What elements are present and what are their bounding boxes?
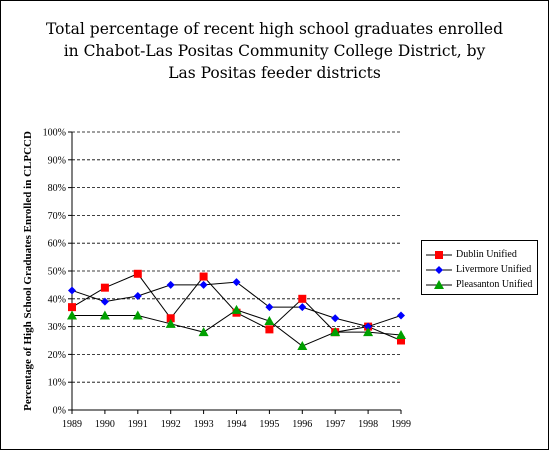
data-point-livermore-unified: [166, 280, 175, 289]
y-axis-label: Percentage of High School Graduates Enro…: [22, 131, 34, 411]
y-tick-label: 70%: [48, 211, 66, 222]
legend-swatch: [426, 250, 452, 259]
data-point-dublin-unified: [133, 269, 142, 278]
x-tick-label: 1998: [358, 419, 378, 430]
x-tick-label: 1992: [161, 419, 181, 430]
legend-marker: [434, 279, 444, 289]
y-tick-label: 50%: [48, 267, 66, 278]
data-point-livermore-unified: [232, 278, 241, 287]
data-point-pleasanton-unified: [264, 316, 275, 326]
series-pleasanton-unified: [67, 304, 406, 351]
series-group: [67, 269, 406, 351]
data-point-pleasanton-unified: [363, 327, 374, 337]
legend-item-pleasanton-unified: Pleasanton Unified: [426, 277, 537, 292]
legend-key-livermore-unified: [426, 265, 452, 275]
data-point-dublin-unified: [199, 272, 208, 281]
data-point-pleasanton-unified: [132, 310, 143, 320]
chart-title-line-1: Total percentage of recent high school g…: [45, 20, 504, 38]
y-tick-label: 10%: [48, 378, 66, 389]
data-point-livermore-unified: [364, 322, 373, 331]
y-tick-label: 80%: [48, 183, 66, 194]
data-point-dublin-unified: [68, 303, 76, 312]
data-point-livermore-unified: [68, 286, 76, 295]
legend-label: Dublin Unified: [456, 249, 517, 260]
data-point-livermore-unified: [265, 303, 274, 312]
data-point-pleasanton-unified: [297, 341, 308, 351]
data-point-pleasanton-unified: [330, 327, 341, 337]
legend-marker: [435, 265, 443, 274]
data-point-dublin-unified: [100, 283, 109, 292]
data-point-pleasanton-unified: [165, 318, 176, 328]
legend-label: Pleasanton Unified: [456, 279, 533, 290]
legend: Dublin Unified Livermore Unified Pleasanto…: [421, 240, 538, 295]
y-tick-label: 60%: [48, 239, 66, 250]
data-point-pleasanton-unified: [396, 329, 406, 339]
legend-item-dublin-unified: Dublin Unified: [426, 247, 537, 262]
data-point-livermore-unified: [133, 292, 142, 301]
x-tick-label: 1999: [391, 419, 411, 430]
legend-item-livermore-unified: Livermore Unified: [426, 262, 537, 277]
data-point-dublin-unified: [298, 294, 307, 303]
y-tick-label: 30%: [48, 322, 66, 333]
x-tick-label: 1997: [325, 419, 345, 430]
y-tick-label: 90%: [48, 155, 66, 166]
legend-label: Livermore Unified: [456, 264, 532, 275]
chart-title: Total percentage of recent high school g…: [0, 18, 549, 84]
legend-key-pleasanton-unified: [426, 279, 452, 290]
data-point-livermore-unified: [199, 280, 208, 289]
series-livermore-unified: [68, 278, 405, 331]
y-tick-label: 100%: [43, 128, 66, 139]
y-tick-label: 40%: [48, 294, 66, 305]
y-axis-ticks: 0% 10% 20% 30% 40% 50% 60% 70% 80% 90% 100%: [43, 128, 72, 417]
x-tick-label: 1993: [194, 419, 214, 430]
data-point-dublin-unified: [166, 314, 175, 323]
x-tick-label: 1991: [128, 419, 148, 430]
y-tick-label: 20%: [48, 350, 66, 361]
axes: [71, 132, 401, 411]
chart-title-line-3: Las Positas feeder districts: [168, 64, 381, 82]
legend-marker: [435, 250, 443, 259]
y-tick-label: 0%: [53, 406, 66, 417]
series-line-livermore-unified: [71, 281, 402, 328]
data-point-livermore-unified: [397, 311, 405, 320]
x-tick-label: 1995: [259, 419, 279, 430]
data-point-pleasanton-unified: [67, 310, 77, 320]
data-point-livermore-unified: [100, 297, 109, 306]
data-point-livermore-unified: [298, 303, 307, 312]
x-tick-label: 1996: [292, 419, 312, 430]
data-point-dublin-unified: [397, 336, 405, 345]
legend-swatch: [426, 279, 452, 289]
x-tick-label: 1989: [62, 419, 82, 430]
legend-key-dublin-unified: [426, 250, 452, 260]
chart-title-line-2: in Chabot-Las Positas Community College …: [63, 42, 486, 60]
data-point-pleasanton-unified: [198, 327, 209, 337]
x-tick-label: 1994: [227, 419, 247, 430]
data-point-pleasanton-unified: [99, 310, 110, 320]
legend-swatch: [426, 265, 452, 274]
gridlines: [72, 131, 401, 383]
x-tick-label: 1990: [95, 419, 115, 430]
data-point-dublin-unified: [265, 325, 274, 334]
x-axis-ticks: 1989 1990 1991 1992 1993 1994 1995 1996 1997 1998…: [62, 410, 411, 430]
data-point-livermore-unified: [331, 314, 340, 323]
data-point-pleasanton-unified: [231, 304, 242, 314]
